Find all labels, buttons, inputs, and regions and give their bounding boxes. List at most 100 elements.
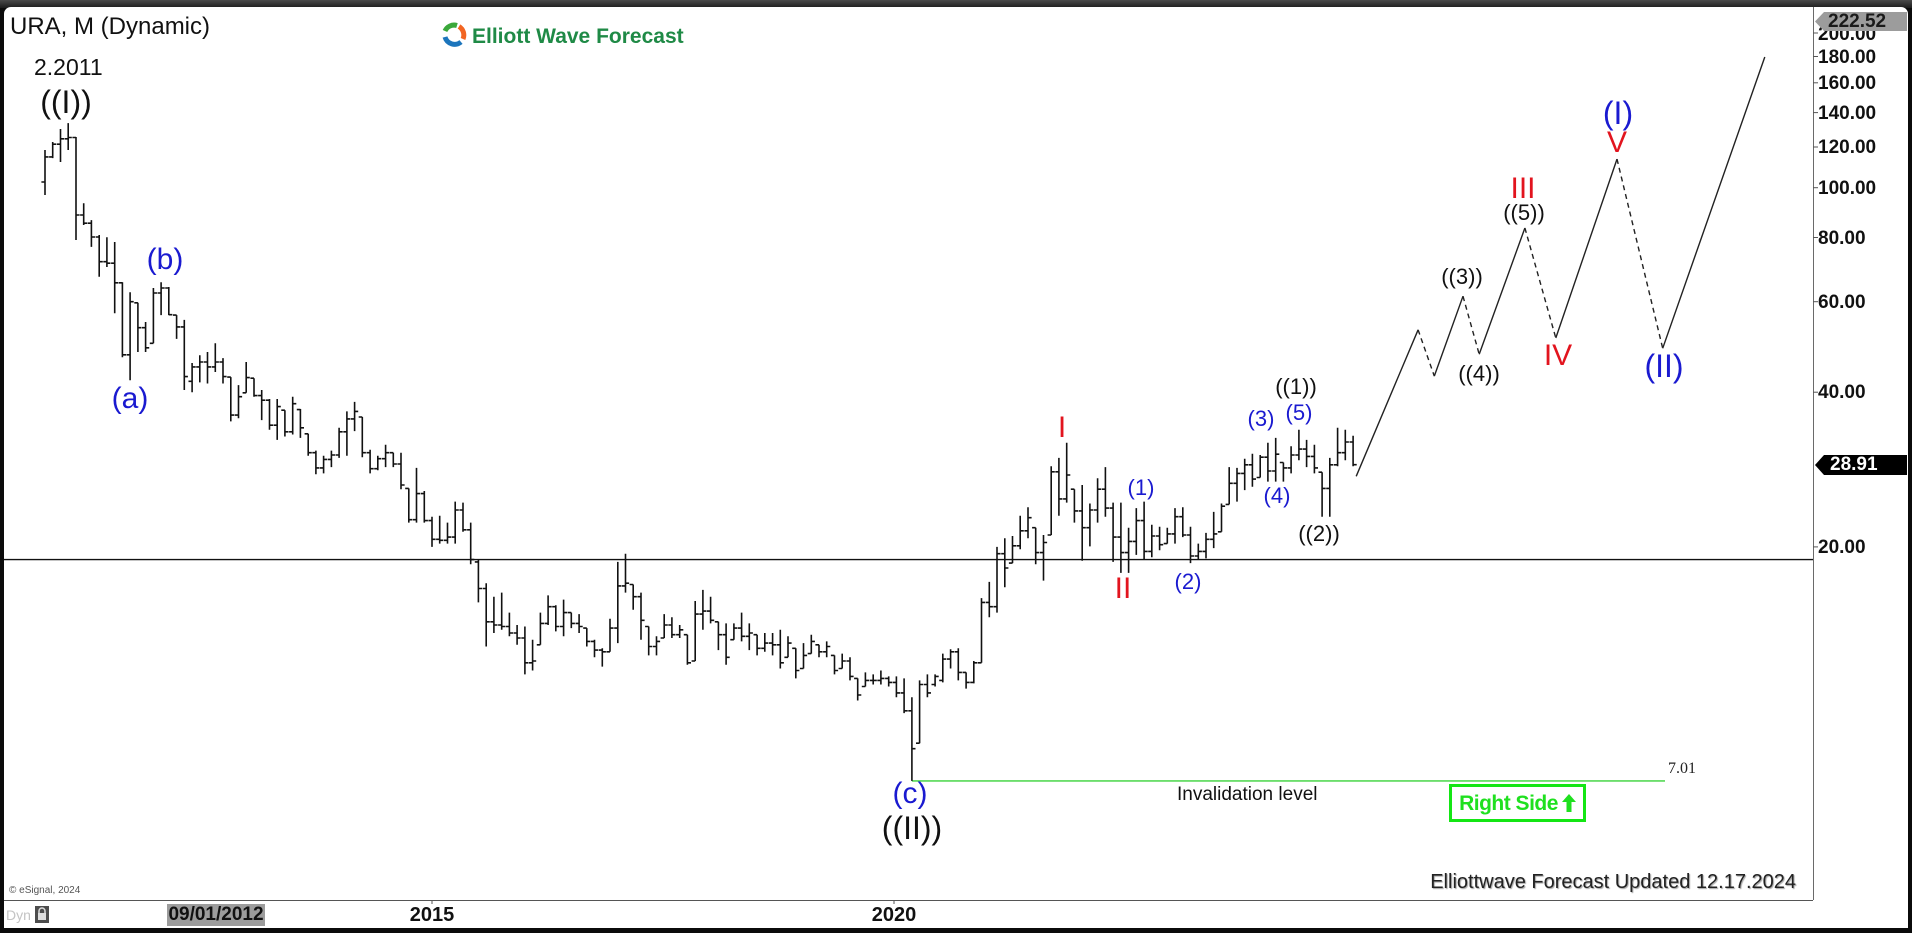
ohlc-bar — [1039, 535, 1048, 581]
ohlc-bar — [753, 633, 761, 656]
ohlc-bar — [327, 450, 335, 468]
ohlc-bar — [412, 467, 421, 523]
ohlc-bar — [908, 697, 916, 781]
projection-segment — [1616, 158, 1664, 349]
ohlc-bar — [436, 515, 444, 544]
price-tick-120: 120.00 — [1818, 137, 1877, 158]
ohlc-bar — [885, 676, 893, 687]
ohlc-bar — [1225, 467, 1233, 506]
projection-segment — [1524, 227, 1557, 339]
ohlc-bar — [1132, 508, 1140, 555]
ohlc-bar — [1047, 466, 1055, 536]
ohlc-bar — [970, 661, 978, 684]
wave-label-2: (2) — [1174, 569, 1202, 594]
ohlc-bar — [118, 282, 126, 358]
ohlc-bar — [111, 242, 119, 314]
ohlc-bar — [807, 634, 815, 655]
ohlc-bar — [823, 641, 831, 658]
ohlc-bar — [923, 674, 931, 698]
ohlc-bar — [892, 676, 900, 698]
ohlc-bar — [560, 599, 568, 637]
ohlc-bar — [645, 625, 653, 656]
dynamic-mode-label[interactable]: Dyn — [6, 907, 31, 923]
ohlc-bar — [1008, 536, 1017, 564]
ohlc-bar — [513, 625, 521, 645]
updated-timestamp: Elliottwave Forecast Updated 12.17.2024 — [1430, 871, 1796, 893]
ohlc-bar — [405, 487, 413, 523]
ohlc-bar — [947, 649, 955, 669]
ohlc-bar — [962, 671, 970, 689]
ohlc-bar — [234, 385, 243, 419]
ohlc-bar — [443, 522, 452, 544]
ohlc-bar — [343, 411, 351, 456]
ohlc-bar — [1109, 502, 1117, 562]
projection-segment — [1662, 56, 1766, 349]
ohlc-bar — [1024, 507, 1032, 539]
ohlc-bar — [1341, 429, 1349, 461]
ohlc-bar — [629, 583, 637, 610]
last-price-marker: 28.91 — [1815, 455, 1907, 475]
ohlc-bar — [916, 680, 924, 744]
ohlc-bar — [1001, 538, 1009, 588]
price-tick-40: 40.00 — [1818, 382, 1866, 403]
wave-label-5: (5) — [1285, 400, 1313, 425]
ohlc-bar — [420, 491, 428, 523]
ohlc-bar — [87, 220, 95, 247]
ohlc-bar — [41, 150, 49, 195]
ohlc-bar — [536, 612, 544, 646]
ohlc-bar — [165, 287, 173, 316]
ohlc-bar — [451, 501, 459, 544]
ohlc-bar — [1194, 543, 1202, 560]
ohlc-bar — [258, 390, 266, 421]
lock-icon[interactable] — [35, 906, 49, 923]
ohlc-bar — [652, 636, 661, 656]
ohlc-bar — [583, 627, 591, 647]
wave-label-b: (b) — [146, 243, 184, 276]
ohlc-bar — [142, 322, 150, 352]
ohlc-bar — [830, 654, 839, 675]
right-side-label: Right Side — [1459, 791, 1558, 815]
price-bars — [41, 123, 1357, 781]
ohlc-bar — [459, 502, 467, 532]
ohlc-bar — [567, 611, 575, 629]
ohlc-bar — [320, 455, 328, 474]
ohlc-bar — [265, 399, 274, 430]
ohlc-bar — [1210, 511, 1218, 549]
wave-label-cycle-I: ((I)) — [40, 84, 92, 120]
ohlc-bar — [1295, 429, 1303, 461]
ohlc-bar — [769, 633, 777, 656]
ohlc-bar — [939, 653, 947, 683]
wave-label-minor-5: ((5)) — [1503, 200, 1545, 225]
x-axis-label-2015: 2015 — [409, 904, 455, 926]
ohlc-bar — [103, 237, 111, 267]
price-tick-100: 100.00 — [1818, 178, 1877, 199]
price-tick-140: 140.00 — [1818, 103, 1877, 124]
ohlc-bar — [428, 516, 436, 547]
ohlc-bar — [606, 618, 614, 653]
ohlc-bar — [598, 648, 606, 667]
ohlc-bar — [985, 581, 993, 618]
ohlc-bar — [1272, 437, 1280, 482]
ohlc-bar — [95, 235, 103, 277]
ohlc-bar — [1287, 446, 1295, 474]
x-axis-cursor-date: 09/01/2012 — [167, 904, 265, 926]
projection-path — [1355, 56, 1766, 477]
ohlc-bar — [312, 450, 320, 475]
ohlc-bar — [482, 583, 490, 647]
ohlc-bar — [761, 633, 769, 652]
projection-segment — [1462, 296, 1480, 355]
ohlc-bar — [227, 376, 235, 422]
ohlc-bar — [203, 352, 212, 384]
ohlc-bar — [1217, 503, 1226, 533]
ohlc-bar — [304, 433, 312, 456]
ohlc-bar — [366, 449, 374, 474]
ohlc-bar — [575, 614, 583, 633]
ohlc-bar — [683, 633, 691, 665]
ohlc-bar — [149, 288, 157, 345]
ohlc-bar — [1156, 526, 1164, 551]
high-price-marker: 222.52 — [1815, 12, 1907, 31]
ohlc-bar — [877, 670, 885, 685]
ohlc-bar — [668, 617, 676, 638]
ohlc-bar — [273, 399, 281, 440]
ohlc-bar — [1063, 442, 1071, 503]
